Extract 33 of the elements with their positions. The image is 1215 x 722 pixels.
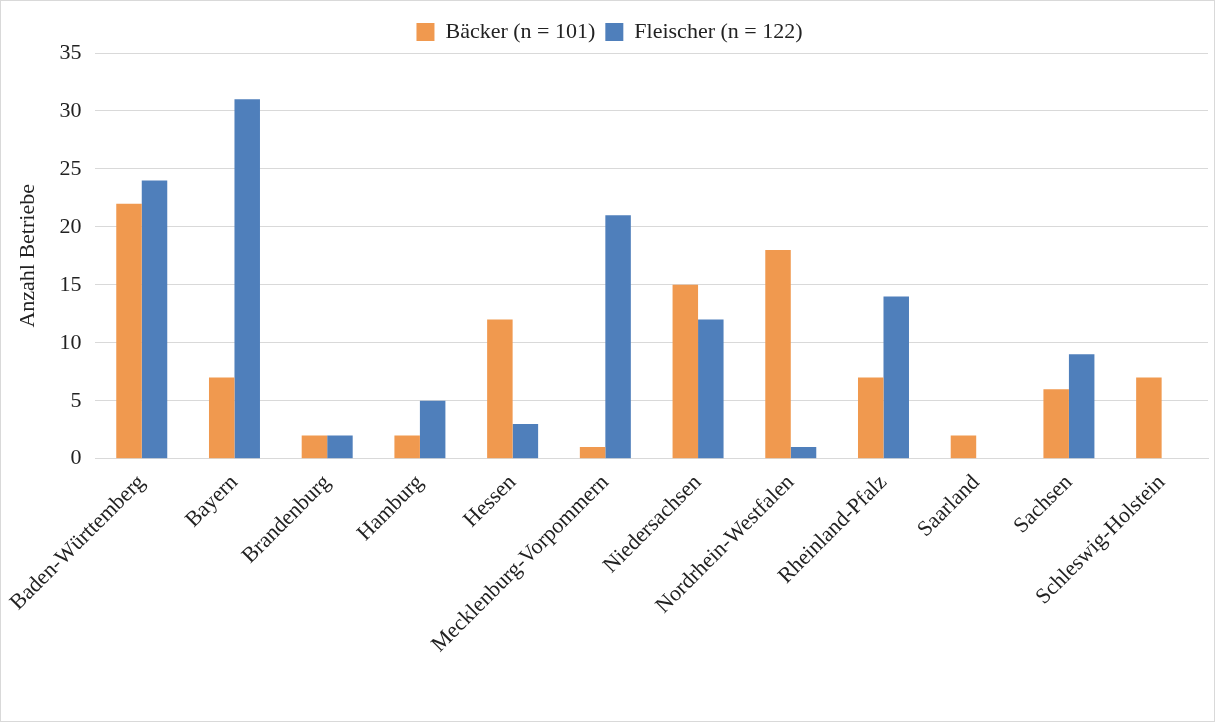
bar [579, 447, 606, 459]
bar [1136, 377, 1162, 459]
y-tick-label: 20 [59, 212, 82, 238]
bar [950, 435, 977, 459]
bar [419, 400, 446, 459]
bar [234, 99, 260, 459]
y-tick-label: 10 [59, 328, 82, 354]
bar [605, 215, 631, 459]
bar [1043, 389, 1069, 459]
bar [116, 203, 142, 459]
bar [1068, 354, 1095, 459]
bar [327, 435, 353, 459]
y-tick-label: 15 [59, 270, 82, 296]
y-tick-label: 35 [59, 38, 82, 64]
bar [487, 319, 513, 459]
y-tick-label: 30 [59, 96, 82, 122]
bar [208, 377, 235, 459]
bar [141, 180, 168, 459]
y-tick-label: 0 [70, 444, 82, 470]
bar [790, 447, 817, 459]
bar [512, 423, 539, 459]
bar [858, 377, 884, 459]
y-axis-title: Anzahl Betriebe [13, 184, 39, 328]
bar [765, 250, 791, 459]
bar [698, 319, 724, 459]
y-tick-label: 25 [59, 154, 82, 180]
legend-label: Fleischer (n = 122) [634, 17, 803, 43]
bar [301, 435, 328, 459]
bar [394, 435, 420, 459]
legend-label: Bäcker (n = 101) [445, 17, 596, 43]
y-tick-label: 5 [70, 386, 82, 412]
bar [883, 296, 909, 459]
bar [672, 284, 699, 459]
